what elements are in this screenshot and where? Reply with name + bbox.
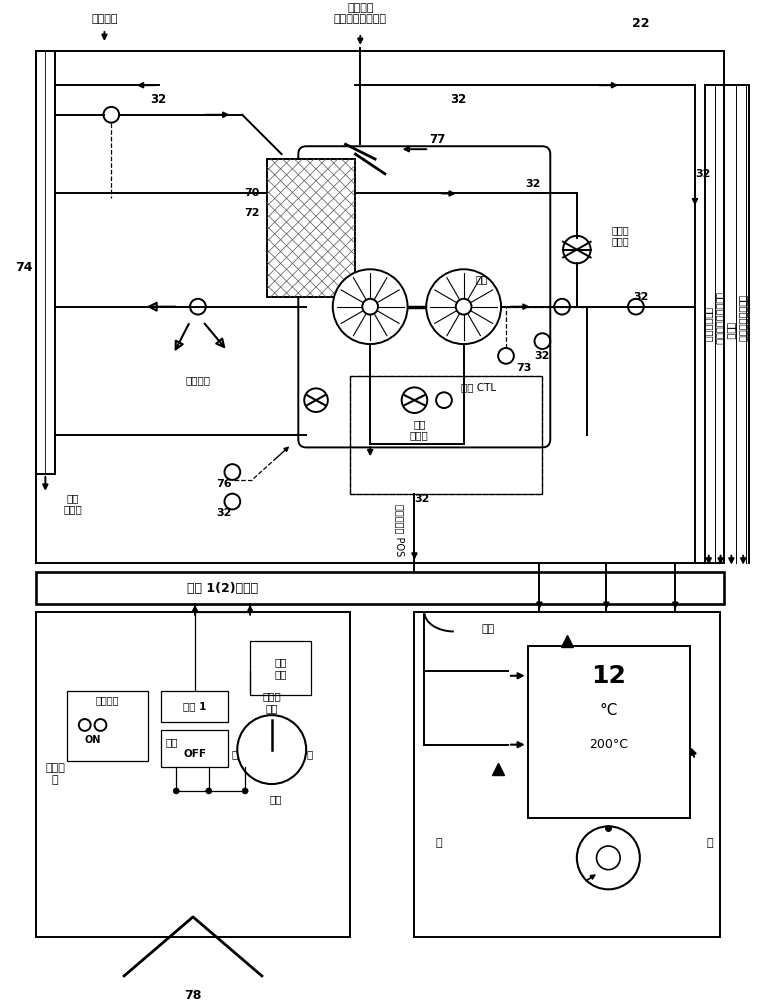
Text: 温度控制阀 POS: 温度控制阀 POS <box>394 504 404 556</box>
Bar <box>67 691 147 761</box>
Text: 200°C: 200°C <box>589 738 628 751</box>
Bar <box>36 51 55 474</box>
Circle shape <box>242 788 248 794</box>
Text: ON: ON <box>84 735 101 745</box>
Text: 冲压空气: 冲压空气 <box>96 695 119 705</box>
Bar <box>161 730 229 767</box>
Text: 组件出口温度: 组件出口温度 <box>704 307 714 342</box>
Text: 高: 高 <box>706 838 713 848</box>
Bar <box>414 612 720 937</box>
Circle shape <box>304 388 328 412</box>
Text: 22: 22 <box>632 17 650 30</box>
Text: 77: 77 <box>429 133 445 146</box>
Circle shape <box>206 788 212 794</box>
Bar <box>350 376 543 494</box>
Text: 气动 CTL: 气动 CTL <box>461 382 496 392</box>
Text: 32: 32 <box>414 494 430 504</box>
Text: 78: 78 <box>185 989 201 1000</box>
Text: 32: 32 <box>525 179 540 189</box>
Bar <box>161 691 229 722</box>
Text: 低: 低 <box>231 750 237 760</box>
Text: 冲压空气
热交换器进口襟翁: 冲压空气 热交换器进口襟翁 <box>334 3 387 24</box>
Text: 故障: 故障 <box>165 737 178 747</box>
Bar <box>36 612 350 937</box>
Text: 温度
控制阀: 温度 控制阀 <box>410 419 429 441</box>
Circle shape <box>456 299 471 315</box>
Text: 压缩机
止回阀: 压缩机 止回阀 <box>611 225 629 247</box>
Text: 放气: 放气 <box>482 625 495 635</box>
Bar <box>250 641 311 695</box>
Text: 76: 76 <box>217 479 233 489</box>
Circle shape <box>426 269 501 344</box>
Text: 组件流: 组件流 <box>727 322 736 340</box>
Text: 组件 1(2)控制器: 组件 1(2)控制器 <box>187 582 258 595</box>
Text: 空气流
正常: 空气流 正常 <box>262 692 281 713</box>
Text: 组件压缩机出口温度: 组件压缩机出口温度 <box>716 292 726 345</box>
Text: 区域
控制: 区域 控制 <box>274 657 287 679</box>
Text: 32: 32 <box>150 93 166 106</box>
Bar <box>36 572 724 604</box>
Text: 低: 低 <box>435 838 442 848</box>
Text: 74: 74 <box>15 261 33 274</box>
Text: 72: 72 <box>245 208 260 218</box>
Bar <box>527 646 690 818</box>
Text: 放出空气: 放出空气 <box>91 14 118 24</box>
Text: 渦轮: 渦轮 <box>476 274 488 284</box>
Text: 73: 73 <box>516 363 531 373</box>
Text: 32: 32 <box>451 93 467 106</box>
Bar <box>267 159 356 297</box>
Text: 高: 高 <box>306 750 312 760</box>
Text: 冷却风扇: 冷却风扇 <box>185 375 211 385</box>
Text: 32: 32 <box>217 508 232 518</box>
Text: 空气导
管: 空气导 管 <box>46 763 65 785</box>
Text: 12: 12 <box>591 664 625 688</box>
Text: 32: 32 <box>633 292 648 302</box>
Text: 手动: 手动 <box>270 794 282 804</box>
Circle shape <box>173 788 179 794</box>
Circle shape <box>597 846 620 870</box>
Text: 32: 32 <box>695 169 711 179</box>
Text: OFF: OFF <box>183 749 207 759</box>
Text: 70: 70 <box>245 188 260 198</box>
Text: 组件流控制阀位置: 组件流控制阀位置 <box>738 295 748 342</box>
Circle shape <box>363 299 378 315</box>
Text: 组件 1: 组件 1 <box>183 701 207 711</box>
Circle shape <box>333 269 407 344</box>
Text: °C: °C <box>599 703 618 718</box>
Circle shape <box>401 387 427 413</box>
Text: 至热
空气阀: 至热 空气阀 <box>64 493 82 514</box>
Text: 32: 32 <box>535 351 550 361</box>
